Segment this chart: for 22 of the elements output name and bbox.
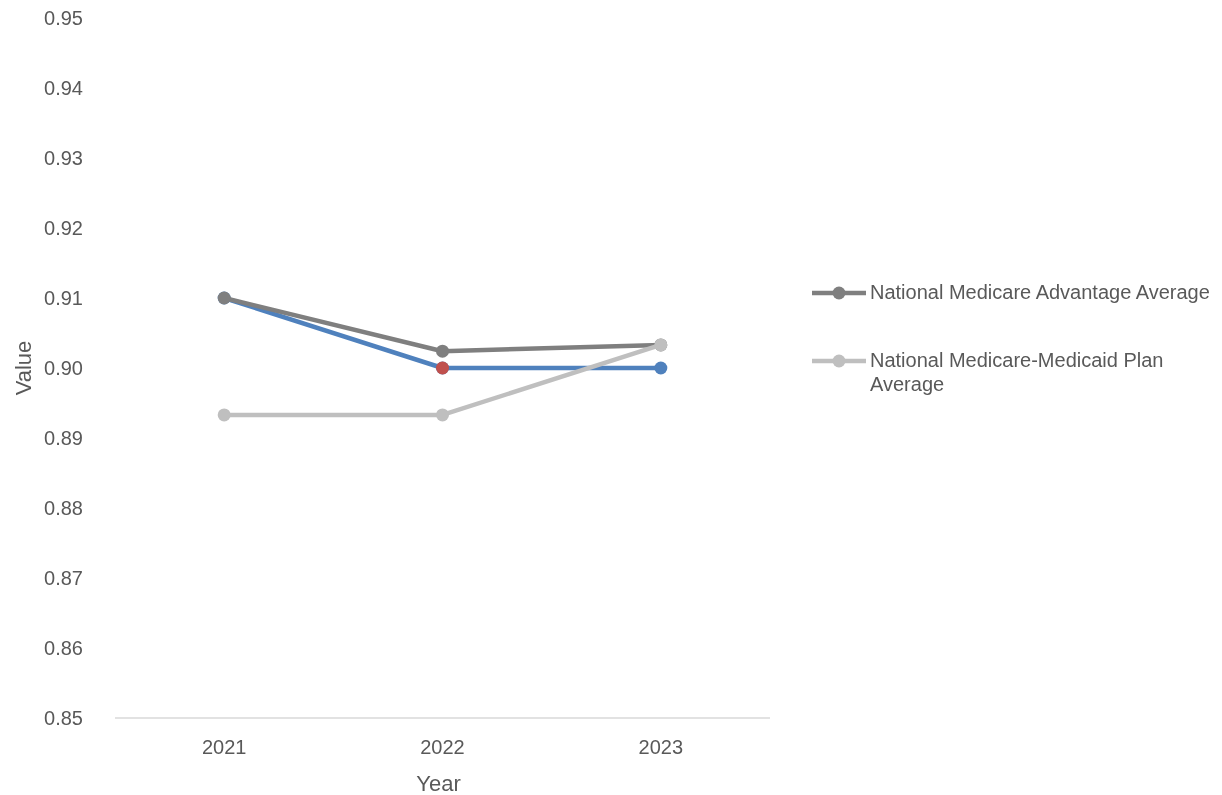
y-tick-label: 0.90	[44, 357, 83, 379]
point	[654, 361, 668, 375]
y-tick-label: 0.91	[44, 287, 83, 309]
point	[217, 408, 231, 422]
x-tick-label: 2023	[638, 736, 684, 758]
y-tick-label: 0.87	[44, 567, 83, 589]
point	[436, 408, 449, 422]
x-tick-label: 2021	[201, 736, 247, 758]
point	[436, 344, 449, 358]
y-tick-label: 0.86	[44, 637, 83, 659]
y-tick-label: 0.88	[44, 497, 83, 519]
y-tick-label: 0.94	[44, 77, 83, 99]
x-tick-label: 2022	[420, 736, 465, 758]
y-tick-label: 0.93	[44, 147, 83, 169]
y-axis-title: Value	[11, 340, 36, 396]
y-tick-label: 0.92	[44, 217, 83, 239]
legend-label: National Medicare-Medicaid Plan Average	[870, 349, 1164, 395]
legend-label: National Medicare Advantage Average	[870, 281, 1210, 303]
x-axis-title: Year	[416, 771, 461, 795]
y-tick-label: 0.95	[44, 7, 83, 29]
y-tick-label: 0.89	[44, 427, 83, 449]
y-tick-label: 0.85	[44, 707, 83, 729]
